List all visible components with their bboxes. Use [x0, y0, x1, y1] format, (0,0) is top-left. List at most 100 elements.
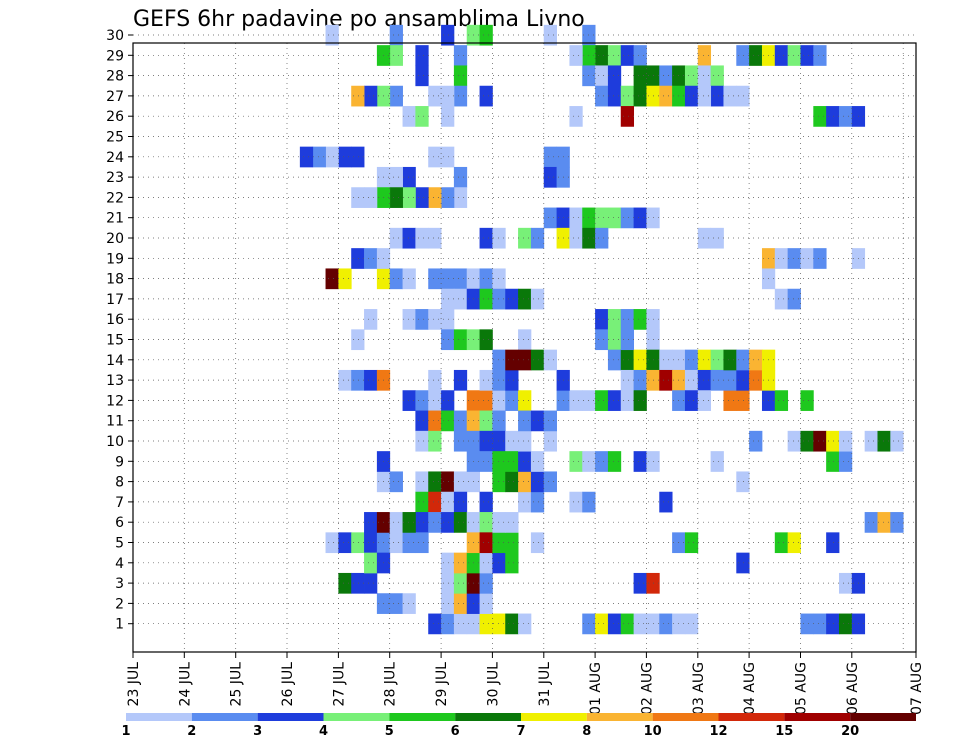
heatmap-cell [518, 430, 532, 452]
heatmap-cell [607, 613, 622, 635]
y-tick-label: 23 [106, 170, 124, 186]
x-tick-label: 03 AUG [691, 662, 707, 715]
heatmap-cell [736, 390, 750, 411]
heatmap-cell [518, 390, 532, 411]
heatmap-cell [697, 390, 712, 411]
heatmap-cell [697, 65, 712, 87]
heatmap-cell [351, 248, 365, 269]
heatmap-cell [479, 410, 493, 432]
plot-frame [132, 42, 917, 653]
heatmap-cell [428, 471, 442, 493]
heatmap-cell [749, 349, 763, 371]
heatmap-cell [453, 268, 468, 290]
heatmap-cell [505, 349, 519, 371]
y-tick-label: 24 [106, 150, 124, 166]
heatmap-cell [453, 593, 468, 614]
heatmap-cell [595, 390, 609, 411]
heatmap-cell [813, 106, 827, 127]
colorbar-swatch [455, 713, 521, 721]
y-tick-label: 9 [115, 454, 124, 470]
y-tick-label: 12 [106, 393, 124, 409]
heatmap-cell [736, 85, 750, 107]
heatmap-cell [659, 491, 673, 513]
heatmap-cell [441, 146, 455, 168]
heatmap-cell [338, 532, 352, 554]
heatmap-cell [492, 227, 506, 249]
heatmap-cell [441, 410, 455, 432]
heatmap-cell [351, 187, 365, 208]
heatmap-cell [620, 613, 635, 635]
heatmap-cell [415, 65, 429, 87]
heatmap-cell [441, 288, 455, 310]
x-tick-label: 04 AUG [742, 662, 758, 715]
heatmap-cell [543, 146, 557, 168]
heatmap-cell [543, 166, 557, 188]
heatmap-cell [338, 146, 352, 168]
heatmap-cell [479, 85, 493, 107]
heatmap-cell [364, 85, 378, 107]
heatmap-cell [838, 430, 853, 452]
heatmap-cell [428, 227, 442, 249]
heatmap-cell [453, 491, 468, 513]
heatmap-cell [415, 227, 429, 249]
heatmap-cell [505, 390, 519, 411]
heatmap-cell [441, 572, 455, 594]
heatmap-cell [479, 369, 493, 391]
heatmap-cell [543, 410, 557, 432]
x-tick-label: 26 JUL [280, 662, 296, 707]
heatmap-cell [710, 227, 724, 249]
colorbar-swatch [850, 713, 916, 721]
y-tick-label: 10 [106, 434, 124, 450]
heatmap-cell [826, 106, 840, 127]
heatmap-cell [441, 491, 455, 513]
heatmap-cell [800, 45, 814, 66]
heatmap-cell [402, 593, 416, 614]
heatmap-cell [492, 268, 506, 290]
heatmap-cell [415, 512, 429, 533]
heatmap-cell [620, 45, 635, 66]
heatmap-cell [633, 369, 647, 391]
heatmap-cell [595, 309, 609, 330]
heatmap-cell [595, 613, 609, 635]
heatmap-cell [389, 512, 403, 533]
heatmap-cell [505, 369, 519, 391]
heatmap-cell [595, 65, 609, 87]
y-tick-label: 26 [106, 109, 124, 125]
heatmap-cell [389, 166, 403, 188]
heatmap-cell [492, 451, 506, 472]
heatmap-cell [620, 309, 635, 330]
heatmap-cell [518, 451, 532, 472]
heatmap-cell [402, 390, 416, 411]
heatmap-cell [530, 451, 545, 472]
y-tick-label: 21 [106, 211, 124, 227]
heatmap-cell [633, 572, 647, 594]
heatmap-cell [441, 309, 455, 330]
heatmap-cell [312, 146, 326, 168]
heatmap-cell [826, 430, 840, 452]
heatmap-cell [633, 309, 647, 330]
heatmap-cell [453, 512, 468, 533]
heatmap-cell [787, 248, 801, 269]
heatmap-cell [389, 227, 403, 249]
heatmap-cell [697, 45, 712, 66]
colorbar-swatch [521, 713, 587, 721]
heatmap-cell [543, 471, 557, 493]
y-tick-label: 28 [106, 69, 124, 85]
heatmap-cell [774, 45, 789, 66]
heatmap-cell [710, 349, 724, 371]
heatmap-cell [402, 268, 416, 290]
heatmap-cell [479, 491, 493, 513]
colorbar-swatch [718, 713, 785, 721]
heatmap-cell [749, 430, 763, 452]
heatmap-cell [338, 369, 352, 391]
heatmap-cell [389, 187, 403, 208]
heatmap-cell [620, 369, 635, 391]
heatmap-cell [428, 491, 442, 513]
heatmap-cell [505, 532, 519, 554]
heatmap-cell [607, 85, 622, 107]
heatmap-cell [415, 410, 429, 432]
heatmap-cell [402, 166, 416, 188]
heatmap-cell [415, 45, 429, 66]
heatmap-cell [633, 65, 647, 87]
